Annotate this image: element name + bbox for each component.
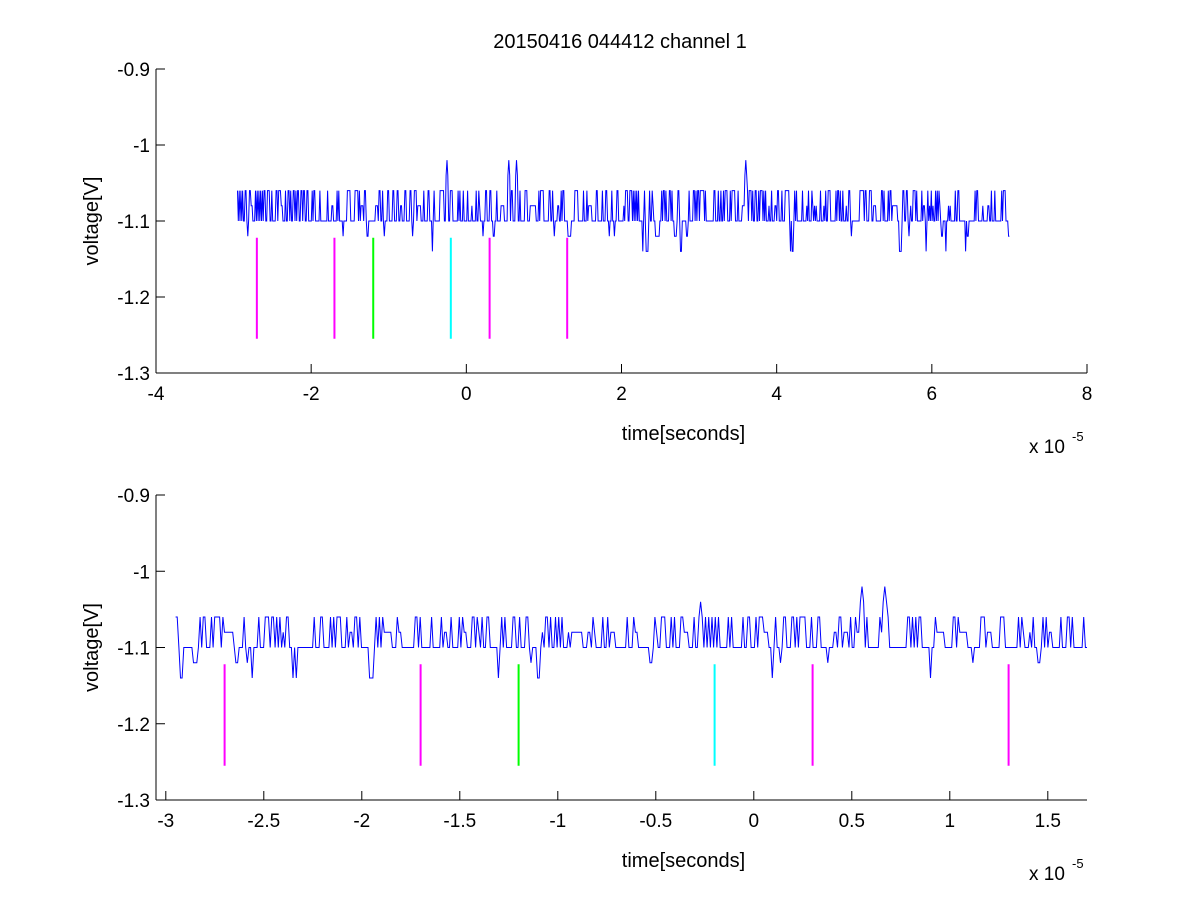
x-axis-multiplier-exponent: -5	[1072, 429, 1084, 444]
figure-title: 20150416 044412 channel 1	[493, 31, 747, 53]
x-tick-label: 0	[749, 811, 760, 832]
x-axis-multiplier: x 10	[1029, 864, 1065, 885]
y-axis-label: voltage[V]	[81, 603, 103, 692]
y-tick-label: -1.2	[117, 288, 150, 309]
y-tick-label: -1	[133, 136, 150, 157]
top-plot: -1.3 -1.2 -1.1 -1 -0.9 -4 -2 0 2 4 6 8 time[seconds]…	[81, 60, 1092, 458]
y-tick-label: -1.1	[117, 212, 150, 233]
x-tick-label: 6	[927, 384, 938, 405]
x-axis-multiplier: x 10	[1029, 437, 1065, 458]
x-axis-label: time[seconds]	[622, 850, 745, 872]
y-tick-label: -1.2	[117, 715, 150, 736]
x-tick-label: -0.5	[639, 811, 672, 832]
x-axis-multiplier-exponent: -5	[1072, 856, 1084, 871]
x-tick-label: 2	[616, 384, 627, 405]
y-tick-label: -0.9	[117, 60, 150, 81]
signal-series-line	[237, 160, 1010, 252]
signal-series-line	[175, 586, 1087, 679]
x-tick-label: 0	[461, 384, 472, 405]
x-tick-label: 1	[945, 811, 956, 832]
x-tick-label: -2	[353, 811, 370, 832]
y-tick-label: -1.1	[117, 639, 150, 660]
x-axis-label: time[seconds]	[622, 423, 745, 445]
x-tick-label: 0.5	[839, 811, 865, 832]
x-tick-label: -1	[549, 811, 566, 832]
y-tick-label: -1.3	[117, 364, 150, 385]
x-tick-label: -2.5	[247, 811, 280, 832]
y-tick-label: -1.3	[117, 791, 150, 812]
bottom-plot: -1.3 -1.2 -1.1 -1 -0.9 -3 -2.5 -2 -1.5 -1 -0.5 0 0.5…	[81, 486, 1087, 885]
x-tick-label: 8	[1082, 384, 1093, 405]
x-tick-label: -1.5	[443, 811, 476, 832]
x-tick-label: 4	[771, 384, 782, 405]
y-tick-label: -1	[133, 562, 150, 583]
y-axis-label: voltage[V]	[81, 177, 103, 266]
x-tick-label: -4	[148, 384, 165, 405]
x-tick-label: -3	[157, 811, 174, 832]
x-tick-label: -2	[303, 384, 320, 405]
x-tick-label: 1.5	[1035, 811, 1061, 832]
y-tick-label: -0.9	[117, 486, 150, 507]
